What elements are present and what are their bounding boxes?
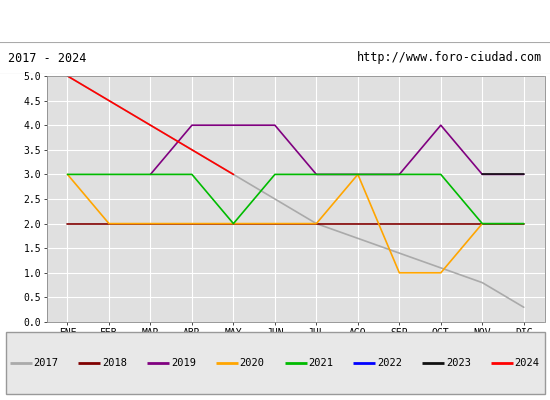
Text: 2021: 2021	[308, 358, 333, 368]
Text: 2020: 2020	[240, 358, 265, 368]
Text: http://www.foro-ciudad.com: http://www.foro-ciudad.com	[356, 52, 542, 64]
FancyBboxPatch shape	[6, 332, 544, 394]
Text: 2017: 2017	[33, 358, 58, 368]
Text: 2022: 2022	[377, 358, 402, 368]
Text: 2024: 2024	[515, 358, 540, 368]
Text: 2017 - 2024: 2017 - 2024	[8, 52, 87, 64]
Text: 2018: 2018	[102, 358, 127, 368]
Text: Evolucion del paro registrado en Muñogrande: Evolucion del paro registrado en Muñogra…	[91, 14, 459, 28]
Text: 2023: 2023	[446, 358, 471, 368]
Text: 2019: 2019	[170, 358, 196, 368]
